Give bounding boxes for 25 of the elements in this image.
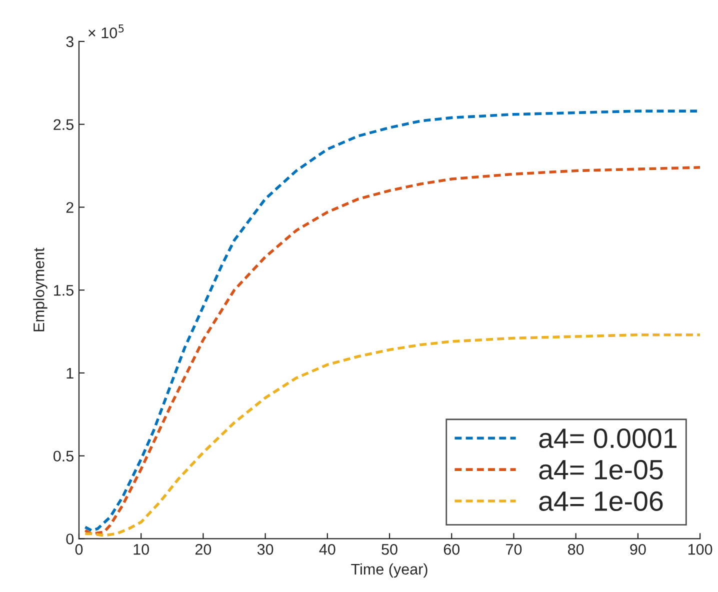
- y-tick-label: 3: [66, 36, 74, 48]
- y-tick-label: 0.5: [53, 450, 74, 462]
- text: × 10$^{5}$: [88, 24, 124, 38]
- x-tick-label: 90: [630, 544, 646, 555]
- legend-label: a4= 0.0001: [539, 428, 676, 448]
- legend-label: a4= 1e-05: [539, 460, 663, 480]
- x-tick-label: 40: [319, 544, 336, 555]
- y-axis-title: Employment: [33, 248, 48, 332]
- x-tick-label: 60: [444, 544, 460, 555]
- y-tick-label: 1.5: [54, 285, 74, 296]
- x-tick-label: 50: [382, 544, 398, 555]
- legend-label: a4= 1e-06: [539, 491, 663, 512]
- y-tick-label: 2: [66, 202, 74, 213]
- line-series: [84, 333, 700, 537]
- x-tick-label: 70: [506, 544, 522, 555]
- x-tick-label: 10: [134, 544, 149, 555]
- x-tick-label: 30: [257, 544, 274, 555]
- y-tick-label: 0: [66, 534, 74, 544]
- x-tick-label: 100: [688, 544, 712, 555]
- x-axis-title: Time (year): [351, 563, 428, 578]
- x-tick-label: 0: [75, 544, 83, 555]
- x-tick-label: 80: [568, 544, 584, 555]
- y-tick-label: 1: [66, 368, 74, 378]
- y-tick-label: 2.5: [54, 119, 74, 130]
- x-tick-label: 20: [195, 544, 212, 555]
